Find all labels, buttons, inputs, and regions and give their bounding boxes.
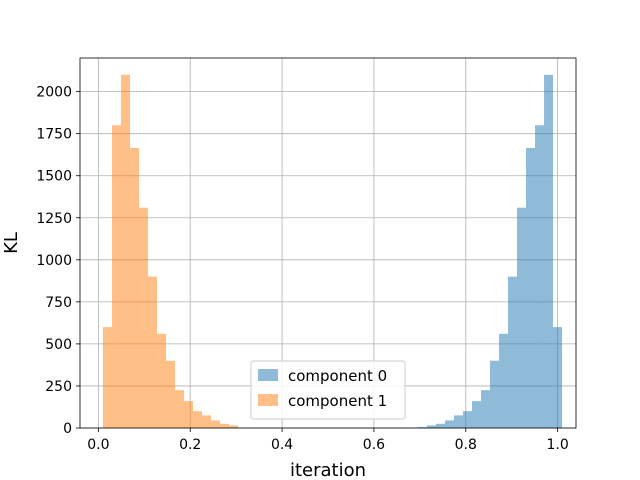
bar-component-0-5 xyxy=(463,411,473,428)
bar-component-0-4 xyxy=(454,415,464,428)
bar-component-1-13 xyxy=(219,423,229,428)
bar-component-1-3 xyxy=(129,147,139,428)
bar-component-1-11 xyxy=(201,415,211,428)
x-tick-label-2: 0.4 xyxy=(271,437,293,453)
y-tick-label-2: 500 xyxy=(45,337,72,353)
bar-component-1-10 xyxy=(192,411,202,428)
bar-component-0-6 xyxy=(472,401,482,428)
bar-component-0-1 xyxy=(427,425,437,428)
x-axis-label: iteration xyxy=(290,460,366,480)
y-tick-label-8: 2000 xyxy=(36,85,72,101)
bar-component-1-0 xyxy=(102,327,112,428)
histogram-bars xyxy=(102,74,563,429)
bar-component-1-12 xyxy=(210,420,220,428)
legend-box xyxy=(250,360,406,420)
bar-component-1-6 xyxy=(156,333,166,428)
legend-label-1: component 1 xyxy=(288,392,387,410)
bar-component-0-7 xyxy=(481,390,491,428)
bar-component-0-14 xyxy=(544,74,554,429)
y-tick-label-5: 1250 xyxy=(36,211,72,227)
bar-component-0-10 xyxy=(508,276,518,428)
y-axis-ticks: 0 250 500 750 1000 1250 1500 1750 2000 xyxy=(36,85,80,437)
bar-component-0-8 xyxy=(490,360,500,428)
plot-frame xyxy=(79,57,577,429)
bar-component-0-9 xyxy=(499,333,509,428)
y-tick-label-7: 1750 xyxy=(36,127,72,143)
legend-swatch-1 xyxy=(258,394,278,406)
y-tick-label-6: 1500 xyxy=(36,169,72,185)
y-axis-label: KL xyxy=(1,232,22,254)
y-tick-label-1: 250 xyxy=(45,379,72,395)
bar-component-0-2 xyxy=(436,423,446,428)
grid-lines xyxy=(80,58,576,429)
legend: component 0 component 1 xyxy=(250,360,406,420)
bar-component-0-13 xyxy=(535,125,545,428)
bar-component-1-14 xyxy=(228,425,238,428)
bar-component-0-15 xyxy=(553,327,563,428)
bar-component-1-5 xyxy=(147,276,157,428)
y-tick-label-4: 1000 xyxy=(36,253,72,269)
x-tick-label-5: 1.0 xyxy=(546,437,568,453)
bar-component-1-1 xyxy=(111,125,121,428)
x-tick-label-4: 0.8 xyxy=(455,437,477,453)
x-axis-ticks: 0.0 0.2 0.4 0.6 0.8 1.0 xyxy=(87,428,569,453)
bar-component-1-8 xyxy=(174,390,184,428)
x-tick-label-3: 0.6 xyxy=(363,437,385,453)
bar-component-0-3 xyxy=(445,420,455,428)
x-tick-label-1: 0.2 xyxy=(179,437,201,453)
y-tick-label-3: 750 xyxy=(45,295,72,311)
bar-component-1-4 xyxy=(138,207,148,428)
bar-component-0-12 xyxy=(526,147,536,428)
x-tick-label-0: 0.0 xyxy=(87,437,109,453)
y-tick-label-0: 0 xyxy=(63,421,72,437)
bar-component-0-11 xyxy=(517,207,527,428)
bar-component-1-2 xyxy=(120,74,130,429)
legend-swatch-0 xyxy=(258,369,278,381)
bar-component-0-0 xyxy=(418,427,428,428)
legend-label-0: component 0 xyxy=(288,367,387,385)
bar-component-1-7 xyxy=(165,360,175,428)
bar-component-1-9 xyxy=(183,401,193,428)
